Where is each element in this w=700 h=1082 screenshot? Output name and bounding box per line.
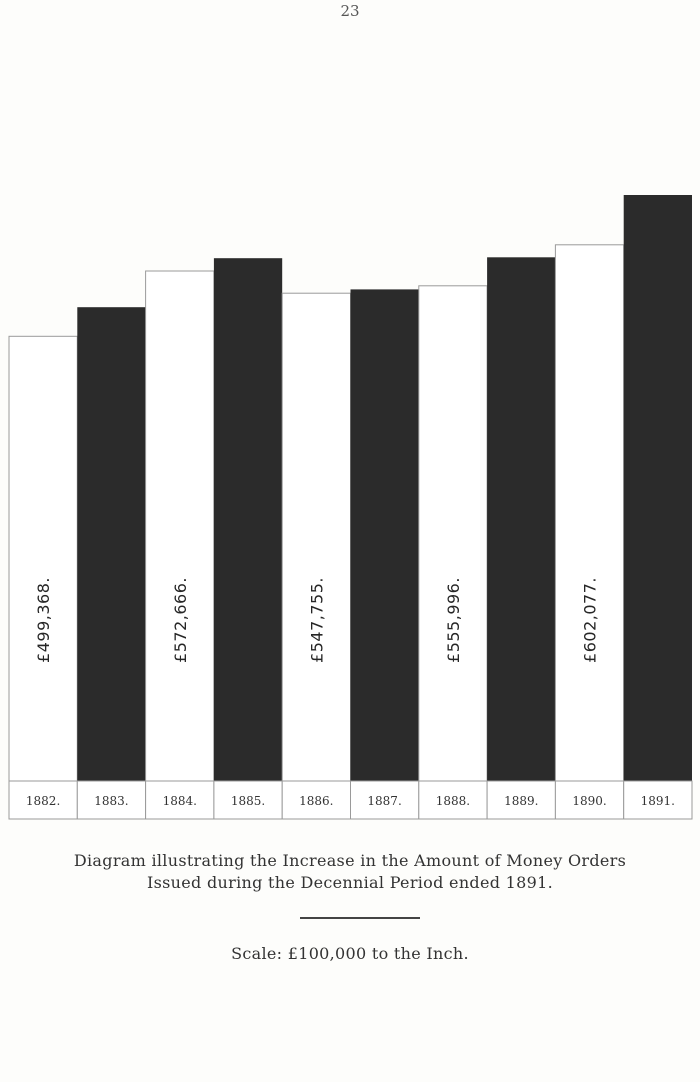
bars-group: £499,368. £572,666. £547,755. £555,996. £602…	[8, 195, 692, 782]
bar-1889	[487, 257, 556, 781]
chart-caption: Diagram illustrating the Increase in the…	[0, 850, 700, 894]
bar-value-label: £547,755.	[307, 577, 326, 663]
year-cell	[350, 780, 420, 820]
year-tick-label: 1882.	[26, 794, 60, 808]
year-tick-label: 1887.	[367, 794, 401, 808]
year-cell	[418, 780, 488, 820]
caption-line-1: Diagram illustrating the Increase in the…	[73, 851, 627, 870]
bar-1890	[554, 244, 625, 782]
bar-1886	[281, 292, 352, 782]
year-tick-label: 1889.	[504, 794, 538, 808]
year-tick-label: 1888.	[436, 794, 470, 808]
year-tick-label: 1886.	[299, 794, 333, 808]
year-tick-label: 1885.	[231, 794, 265, 808]
year-cell	[554, 780, 625, 820]
year-axis: 1882. 1883. 1884. 1885. 1886. 1887. 1888. 1889.…	[8, 780, 693, 820]
bar-1883	[77, 307, 146, 781]
bar-value-label: £572,666.	[171, 577, 190, 663]
bar-1887	[350, 289, 419, 781]
bar-1885	[213, 258, 283, 781]
bar-value-label: £602,077.	[581, 577, 600, 663]
bar-value-label: £555,996.	[444, 577, 463, 663]
year-tick-label: 1891.	[641, 794, 675, 808]
year-tick-label: 1884.	[163, 794, 197, 808]
year-cell	[623, 780, 693, 820]
bar-1884	[145, 270, 215, 782]
year-cell	[281, 780, 352, 820]
year-cell	[486, 780, 556, 820]
bar-value-label: £499,368.	[34, 577, 53, 663]
page-number: 23	[340, 2, 360, 20]
year-tick-label: 1890.	[572, 794, 606, 808]
bar-chart: £499,368. £572,666. £547,755. £555,996. £602…	[8, 195, 693, 820]
divider-rule	[300, 917, 420, 919]
year-tick-label: 1883.	[94, 794, 128, 808]
bar-1891	[623, 195, 692, 781]
year-cell	[76, 780, 147, 820]
bar-1882	[8, 335, 78, 782]
scale-note: Scale: £100,000 to the Inch.	[231, 944, 469, 963]
bar-1888	[418, 285, 488, 782]
caption-line-2: Issued during the Decennial Period ended…	[147, 873, 553, 892]
